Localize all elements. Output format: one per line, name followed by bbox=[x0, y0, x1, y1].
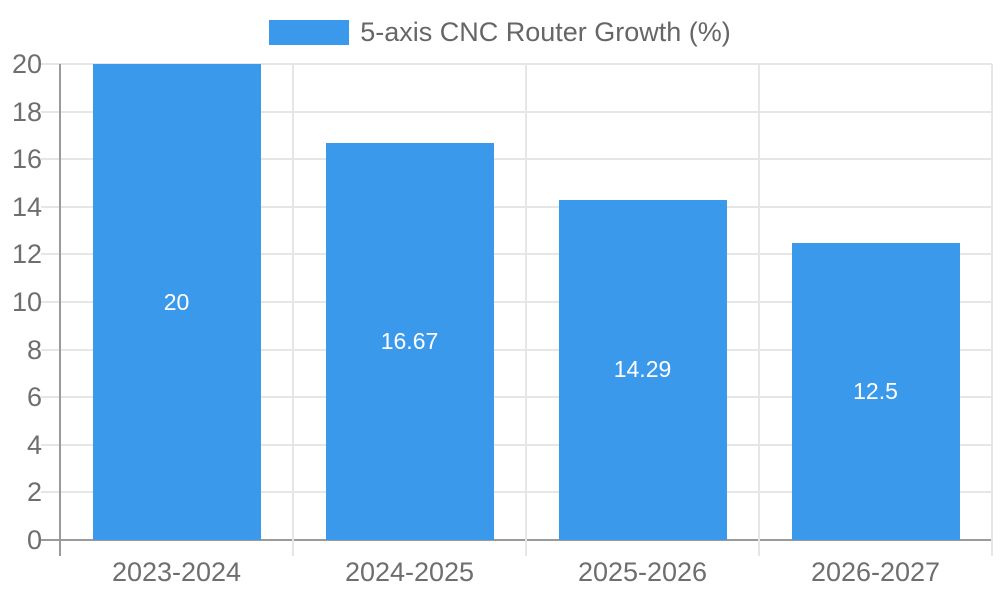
y-gridline bbox=[41, 396, 992, 399]
y-tick-label: 10 bbox=[11, 287, 42, 317]
y-gridline bbox=[41, 63, 992, 65]
y-gridline bbox=[41, 443, 992, 446]
y-gridline bbox=[41, 110, 992, 113]
y-axis-line bbox=[59, 64, 61, 556]
chart-legend[interactable]: 5-axis CNC Router Growth (%) bbox=[0, 17, 1000, 48]
bar bbox=[325, 143, 494, 540]
legend-label: 5-axis CNC Router Growth (%) bbox=[360, 17, 731, 47]
y-tick-label: 20 bbox=[11, 49, 42, 79]
y-gridline bbox=[41, 205, 992, 208]
y-tick-label: 14 bbox=[11, 191, 42, 222]
x-gridline bbox=[525, 64, 527, 556]
x-tick-label: 2026-2027 bbox=[810, 557, 941, 587]
y-tick-label: 0 bbox=[26, 525, 42, 555]
y-tick-label: 4 bbox=[26, 429, 42, 460]
x-tick-label: 2025-2026 bbox=[577, 557, 708, 587]
x-axis-line bbox=[41, 539, 992, 541]
y-tick-label: 6 bbox=[26, 382, 42, 413]
bar bbox=[791, 242, 960, 540]
bar-value-label: 20 bbox=[163, 288, 190, 315]
y-tick-label: 12 bbox=[11, 239, 42, 270]
x-gridline bbox=[292, 64, 294, 556]
y-gridline bbox=[41, 253, 992, 256]
y-tick-label: 18 bbox=[11, 96, 42, 127]
y-gridline bbox=[41, 348, 992, 351]
y-gridline bbox=[41, 158, 992, 161]
bar-value-label: 16.67 bbox=[380, 328, 439, 355]
bar-value-label: 12.5 bbox=[853, 377, 898, 404]
y-gridline bbox=[41, 491, 992, 494]
bar-value-label: 14.29 bbox=[613, 356, 672, 383]
y-tick-label: 8 bbox=[26, 334, 42, 365]
x-gridline bbox=[991, 64, 993, 556]
legend-swatch-icon bbox=[269, 20, 350, 45]
bar bbox=[92, 64, 261, 540]
x-gridline bbox=[758, 64, 760, 556]
x-tick-label: 2024-2025 bbox=[344, 557, 475, 587]
x-tick-label: 2023-2024 bbox=[111, 557, 242, 587]
y-tick-label: 16 bbox=[11, 144, 42, 175]
y-gridline bbox=[41, 301, 992, 303]
bar bbox=[558, 199, 727, 540]
y-tick-label: 2 bbox=[26, 477, 42, 508]
